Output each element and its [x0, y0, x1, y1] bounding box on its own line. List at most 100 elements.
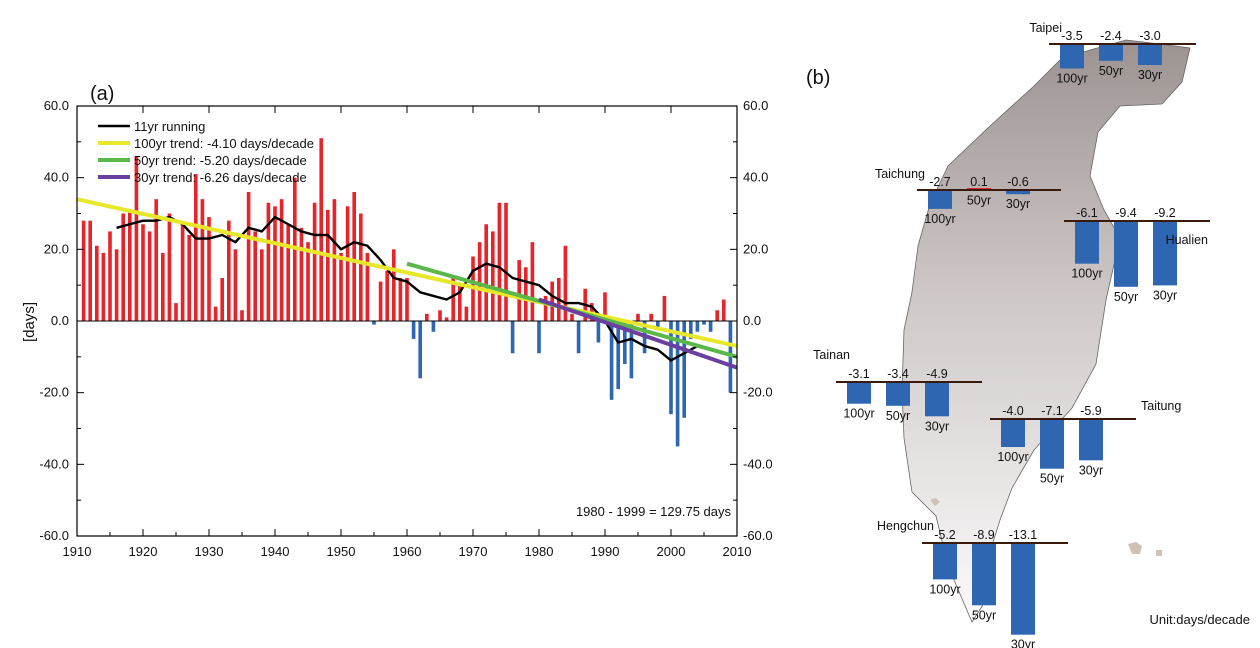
bar-2005 [702, 321, 706, 325]
station-bar [1060, 44, 1084, 69]
x-tick-label: 1960 [393, 544, 422, 559]
bar-1959 [398, 278, 403, 321]
station-period-label: 100yr [843, 407, 874, 421]
panel-a-time-series-chart: (a) [days] 1910 1920 1930 1940 1950 1960 1970 1… [21, 83, 773, 559]
panel-a-label: (a) [90, 83, 114, 105]
bar-1912 [88, 220, 93, 321]
station-value-label: -6.1 [1076, 206, 1098, 220]
bar-2001 [675, 321, 680, 447]
station-period-label: 30yr [925, 419, 949, 433]
bar-1938 [259, 249, 264, 321]
station-name-label: Hengchun [877, 519, 934, 533]
bar-1966 [444, 317, 449, 321]
station-value-label: -3.1 [848, 367, 870, 381]
bar-1999 [662, 295, 667, 321]
station-period-label: 30yr [1079, 463, 1103, 477]
panel-b-label: (b) [806, 67, 830, 89]
legend-label: 50yr trend: -5.20 days/decade [134, 153, 307, 168]
station-name-label: Tainan [813, 348, 850, 362]
bar-1994 [629, 321, 634, 379]
bar-1934 [233, 249, 238, 321]
bar-1921 [147, 231, 152, 321]
station-period-label: 30yr [1011, 638, 1035, 648]
bar-1927 [187, 235, 192, 321]
station-bar [1099, 44, 1123, 61]
y-tick-label-right: 0.0 [743, 313, 761, 328]
station-bar [1075, 221, 1099, 264]
ludao-island-shape [1156, 550, 1162, 556]
bar-1952 [352, 192, 357, 321]
legend-label: 11yr running [134, 119, 205, 134]
series-line-1 [76, 197, 738, 349]
station-name-label: Hualien [1166, 233, 1208, 247]
bar-1926 [180, 224, 185, 321]
station-taipei: -3.5 100yr -2.4 50yr -3.0 30yr Taipei [1029, 21, 1196, 86]
bar-1955 [372, 321, 376, 325]
station-taichung: -2.7 100yr 0.1 50yr -0.6 30yr Taichung [875, 167, 1061, 226]
station-value-label: -3.4 [887, 367, 909, 381]
y-tick-label-left: 20.0 [44, 241, 69, 256]
station-bar [1079, 419, 1103, 461]
bar-2008 [721, 299, 726, 321]
station-value-label: -4.0 [1002, 404, 1024, 418]
x-tick-label: 1930 [195, 544, 224, 559]
bar-1924 [167, 213, 172, 321]
station-bar [886, 382, 910, 406]
station-period-label: 100yr [1056, 72, 1087, 86]
station-value-label: -2.7 [929, 175, 951, 189]
station-period-label: 50yr [1040, 472, 1064, 486]
bar-1945 [306, 242, 310, 321]
station-bar [1006, 190, 1030, 195]
station-bar [1001, 419, 1025, 447]
bar-1936 [246, 192, 251, 321]
station-bar [925, 382, 949, 417]
y-tick-label-left: 40.0 [44, 170, 69, 185]
y-tick-label-right: 20.0 [743, 241, 768, 256]
station-bar-charts: -3.5 100yr -2.4 50yr -3.0 30yr Taipei -2.7 100yr… [813, 21, 1210, 648]
bar-1930 [207, 217, 211, 321]
x-tick-label: 2000 [657, 544, 686, 559]
bar-1935 [240, 310, 244, 321]
anomaly-bars [77, 138, 737, 447]
y-tick-label-right: -20.0 [743, 385, 773, 400]
bar-1971 [477, 242, 482, 321]
bar-1929 [200, 199, 205, 321]
station-period-label: 50yr [1099, 64, 1123, 78]
legend: 11yr running 100yr trend: -4.10 days/deca… [98, 119, 314, 185]
bar-1919 [134, 156, 139, 321]
bar-2002 [682, 321, 687, 418]
bar-1957 [385, 270, 390, 321]
bar-1931 [213, 306, 218, 321]
station-value-label: -9.4 [1115, 206, 1137, 220]
legend-label: 100yr trend: -4.10 days/decade [134, 136, 314, 151]
bar-1922 [154, 199, 159, 321]
y-tick-label-left: -20.0 [39, 385, 69, 400]
station-bar [1114, 221, 1138, 287]
y-tick-label-right: 60.0 [743, 98, 768, 113]
bar-1977 [517, 260, 522, 321]
station-bar [933, 543, 957, 580]
x-tick-label: 1920 [129, 544, 158, 559]
y-tick-label-right: -40.0 [743, 456, 773, 471]
bar-1951 [345, 206, 350, 321]
bar-1933 [226, 220, 231, 321]
station-value-label: -7.1 [1041, 404, 1063, 418]
station-name-label: Taichung [875, 167, 925, 181]
station-value-label: -2.4 [1100, 29, 1122, 43]
bar-1972 [484, 224, 489, 321]
station-period-label: 50yr [967, 194, 991, 208]
series-line-3 [538, 297, 738, 370]
bar-1956 [378, 281, 383, 321]
bar-1975 [504, 202, 508, 321]
bar-1993 [622, 321, 627, 364]
bar-1937 [253, 231, 258, 321]
bar-1978 [523, 267, 528, 321]
bar-1947 [319, 138, 324, 321]
bar-1928 [193, 174, 198, 321]
station-value-label: -4.9 [926, 367, 948, 381]
station-value-label: -3.0 [1139, 29, 1161, 43]
y-tick-label-right: -60.0 [743, 528, 773, 543]
station-name-label: Taitung [1141, 399, 1181, 413]
trend-lines [76, 197, 738, 370]
